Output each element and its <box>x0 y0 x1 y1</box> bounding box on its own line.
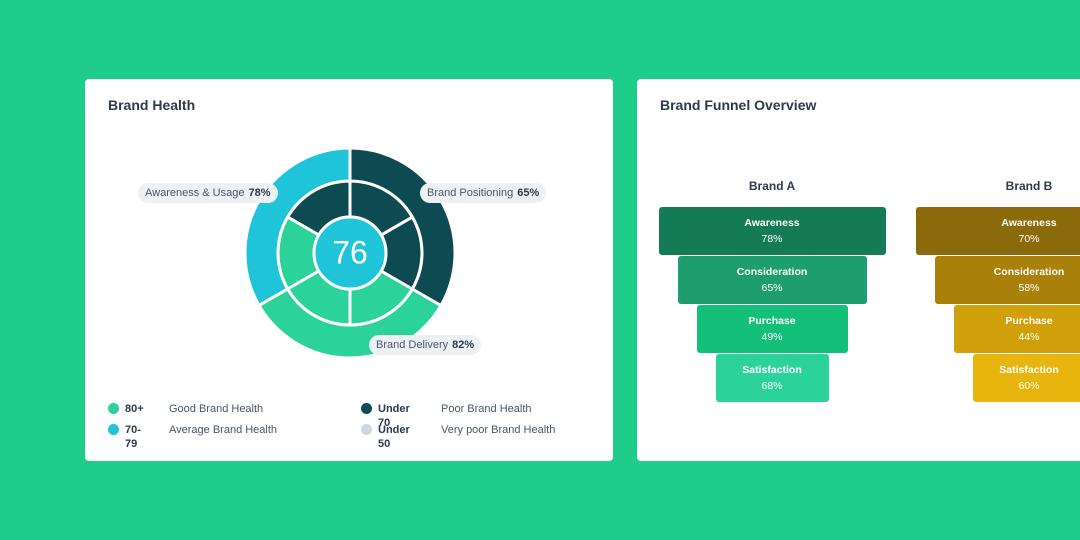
stage-name: Awareness <box>1001 217 1057 229</box>
brand-name: Brand B <box>1005 179 1053 193</box>
stage-value: 60% <box>1018 380 1040 392</box>
funnel-card: Brand Funnel Overview Brand A Awareness 78… <box>637 79 1080 461</box>
label-pill: Brand Delivery 82% <box>369 335 482 355</box>
legend-range: 70-79 <box>125 424 141 450</box>
funnel-stage: Awareness 78% <box>658 207 886 255</box>
legend-range: 80+ <box>125 403 144 415</box>
funnel-stage: Awareness 70% <box>915 207 1080 255</box>
score: 76 <box>332 234 368 270</box>
stage-name: Consideration <box>993 266 1065 278</box>
legend-range: Under 70 <box>378 403 410 429</box>
label-name: Awareness & Usage <box>145 187 245 199</box>
legend-range: Under 50 <box>378 424 410 450</box>
label-pill: Brand Positioning 65% <box>420 183 547 203</box>
health-wheel: 76 <box>243 146 457 360</box>
brand-name: Brand A <box>748 179 796 193</box>
stage-name: Awareness <box>744 217 800 229</box>
stage-name: Purchase <box>748 315 796 327</box>
label-value: 78% <box>248 187 271 199</box>
stage-value: 58% <box>1018 282 1040 294</box>
stage-value: 70% <box>1018 233 1040 245</box>
card-title: Brand Health <box>108 97 196 113</box>
funnel-stage: Consideration 65% <box>677 256 867 304</box>
stage-value: 65% <box>761 282 783 294</box>
stage-value: 78% <box>761 233 783 245</box>
stage-name: Consideration <box>736 266 808 278</box>
label-pill: Awareness & Usage 78% <box>138 183 278 203</box>
brand-health-card: Brand Health 76 Awareness & Usage 78% Bra… <box>85 79 613 461</box>
label-value: 65% <box>517 187 540 199</box>
legend-text: Good Brand Health <box>169 403 264 415</box>
stage-value: 44% <box>1018 331 1040 343</box>
stage-name: Purchase <box>1005 315 1053 327</box>
funnel-stage: Consideration 58% <box>934 256 1080 304</box>
label-value: 82% <box>452 339 475 351</box>
legend-text: Poor Brand Health <box>441 403 532 415</box>
funnel-stage: Satisfaction 68% <box>715 354 829 402</box>
label-name: Brand Delivery <box>376 339 449 351</box>
stage-value: 68% <box>761 380 783 392</box>
stage-name: Satisfaction <box>999 364 1059 376</box>
stage-value: 49% <box>761 331 783 343</box>
funnel-stage: Purchase 49% <box>696 305 848 353</box>
stage-name: Satisfaction <box>742 364 802 376</box>
card-title: Brand Funnel Overview <box>660 97 817 113</box>
funnel-stage: Satisfaction 60% <box>972 354 1080 402</box>
score-circle <box>312 215 388 291</box>
legend-text: Very poor Brand Health <box>441 424 556 436</box>
label-name: Brand Positioning <box>427 187 514 199</box>
funnel-stage: Purchase 44% <box>953 305 1080 353</box>
legend-text: Average Brand Health <box>169 424 278 436</box>
